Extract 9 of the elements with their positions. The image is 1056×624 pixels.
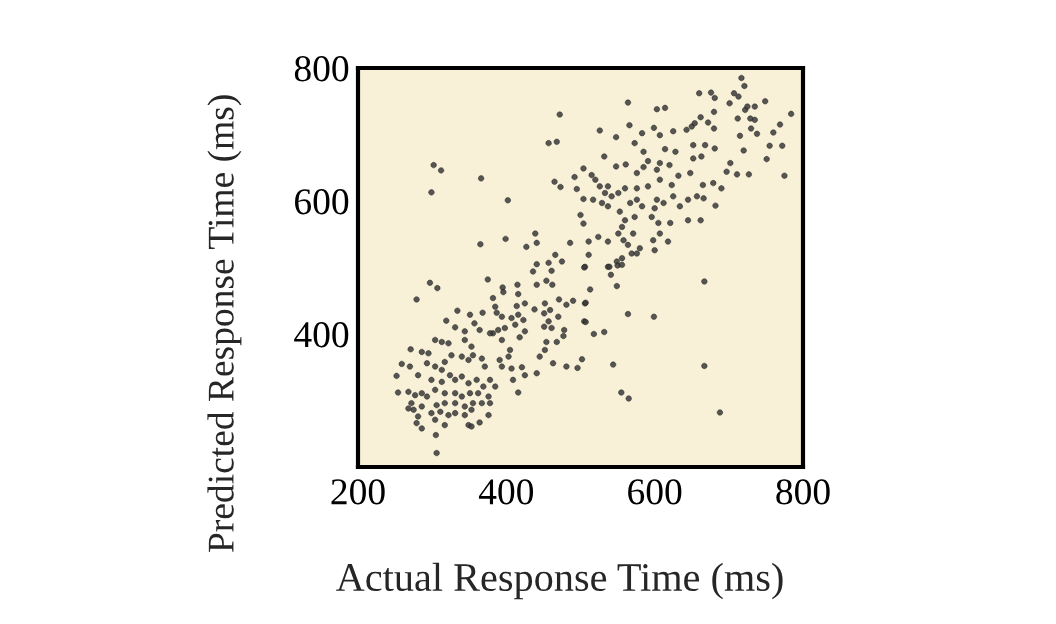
x-tick-label: 600 bbox=[628, 479, 682, 505]
y-tick-label: 600 bbox=[295, 189, 349, 215]
y-tick-label: 400 bbox=[294, 322, 349, 348]
y-axis-title: Predicted Response Time (ms) bbox=[207, 95, 242, 552]
x-axis-title: Actual Response Time (ms) bbox=[336, 562, 783, 600]
x-tick-label: 800 bbox=[776, 479, 830, 505]
x-tick-label: 200 bbox=[331, 479, 385, 505]
y-tick-label: 800 bbox=[294, 56, 349, 82]
x-tick-label: 400 bbox=[478, 479, 534, 505]
